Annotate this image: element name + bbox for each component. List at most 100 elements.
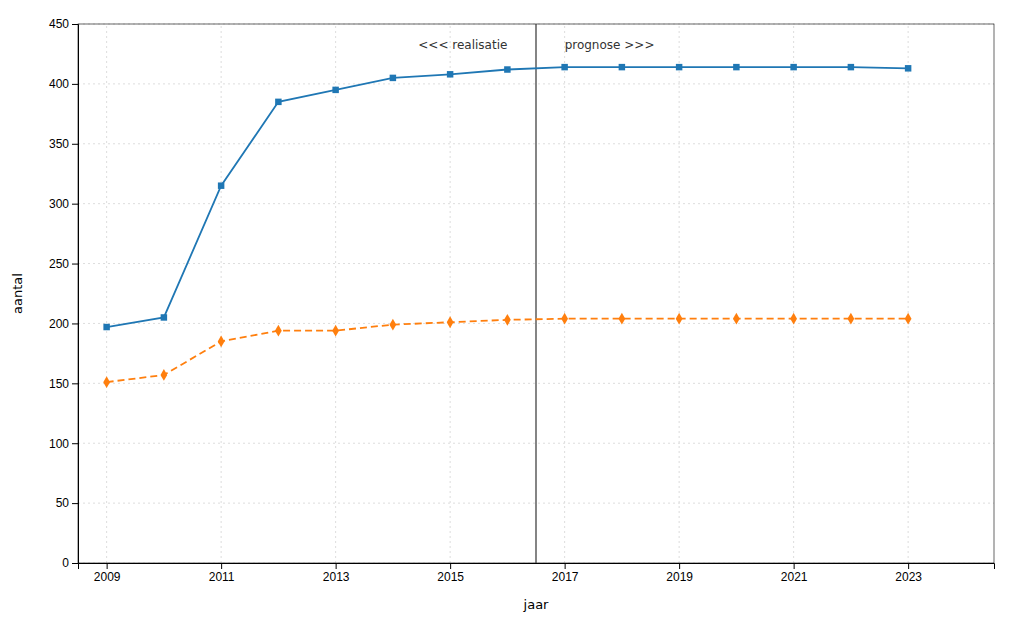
y-tick-label: 350: [49, 137, 69, 151]
annotations: <<< realisatie prognose >>>: [418, 38, 654, 52]
series-marker: [332, 325, 339, 337]
y-tick: 150: [49, 377, 78, 391]
series-marker: [504, 314, 511, 326]
chart: 2009 2011 2013 2015 2017 2019 2021 2023 0 50 100 15…: [0, 0, 1024, 625]
x-tick-mark: [679, 563, 680, 569]
x-tick-label: 2019: [666, 570, 693, 584]
x-tick-mark: [565, 563, 566, 569]
series-marker: [161, 314, 167, 320]
y-tick: 350: [49, 137, 78, 151]
y-tick-mark: [72, 503, 78, 504]
grid-line-x: [221, 24, 222, 563]
y-tick-label: 200: [49, 317, 69, 331]
x-tick-label: 2023: [895, 570, 922, 584]
series-marker: [160, 369, 167, 381]
annotation: prognose >>>: [565, 38, 655, 52]
grid-line-x: [450, 24, 451, 563]
series-marker: [618, 313, 625, 325]
y-tick-mark: [72, 323, 78, 324]
x-tick: 2013: [323, 563, 350, 584]
y-tick-mark: [72, 24, 78, 25]
y-tick-mark: [72, 443, 78, 444]
series-marker: [390, 75, 396, 81]
y-tick-mark: [72, 563, 78, 564]
y-tick-mark: [72, 204, 78, 205]
x-tick: 2015: [437, 563, 464, 584]
x-axis-title: jaar: [523, 597, 550, 612]
y-tick: 250: [49, 257, 78, 271]
x-axis: 2009 2011 2013 2015 2017 2019 2021 2023: [79, 563, 995, 584]
series-marker: [332, 87, 338, 93]
series-marker: [905, 65, 911, 71]
x-tick: 2009: [94, 563, 121, 584]
series-marker: [103, 324, 109, 330]
grid-line-x: [793, 24, 794, 563]
series-line: [107, 67, 909, 327]
y-tick-mark: [72, 84, 78, 85]
y-tick-label: 250: [49, 257, 69, 271]
x-tick-label: 2013: [323, 570, 350, 584]
y-tick: 50: [56, 496, 78, 510]
x-tick: 2023: [895, 563, 922, 584]
grid-line-x: [106, 24, 107, 563]
x-tick-label: 2011: [209, 570, 235, 584]
series-marker: [561, 64, 567, 70]
grid-line-x: [335, 24, 336, 563]
y-tick-label: 150: [49, 377, 69, 391]
series-marker: [218, 182, 224, 188]
y-axis: 0 50 100 150 200 250 300 350 400 450: [49, 17, 79, 570]
x-tick-label: 2017: [552, 570, 579, 584]
x-tick-mark: [336, 563, 337, 569]
grid-line-x: [564, 24, 565, 563]
x-tick-mark: [908, 563, 909, 569]
series-marker: [103, 376, 110, 388]
x-tick-mark: [221, 563, 222, 569]
x-tick-mark: [794, 563, 795, 569]
x-axis-line: [79, 564, 995, 570]
y-tick: 450: [49, 17, 78, 31]
x-tick: 2017: [552, 563, 579, 584]
series-marker: [905, 313, 912, 325]
y-tick-label: 100: [49, 437, 69, 451]
series-marker: [790, 64, 796, 70]
series-marker: [447, 316, 454, 328]
y-tick: 100: [49, 437, 78, 451]
y-tick-label: 450: [49, 17, 69, 31]
y-tick: 300: [49, 197, 78, 211]
x-tick-label: 2009: [94, 570, 121, 584]
x-tick-mark: [450, 563, 451, 569]
x-tick: 2021: [781, 563, 808, 584]
plot-area: [103, 24, 911, 563]
series-marker: [847, 313, 854, 325]
series-marker: [561, 313, 568, 325]
y-tick-mark: [72, 144, 78, 145]
series-marker: [676, 64, 682, 70]
series-marker: [275, 325, 282, 337]
series-marker: [848, 64, 854, 70]
divider-line: [535, 24, 536, 563]
x-tick-mark: [107, 563, 108, 569]
series-marker: [733, 64, 739, 70]
y-tick: 400: [49, 77, 78, 91]
grid-line-x: [908, 24, 909, 563]
series-marker: [389, 319, 396, 331]
y-tick-label: 300: [49, 197, 69, 211]
series-marker: [275, 99, 281, 105]
y-tick-mark: [72, 264, 78, 265]
series-marker: [676, 313, 683, 325]
series-marker: [504, 66, 510, 72]
y-tick-mark: [72, 383, 78, 384]
series-marker: [447, 71, 453, 77]
y-axis-line: [72, 25, 79, 564]
annotation: <<< realisatie: [418, 38, 507, 52]
series-marker: [733, 313, 740, 325]
x-tick: 2019: [666, 563, 693, 584]
x-tick: 2011: [209, 563, 235, 584]
y-tick: 0: [62, 556, 78, 570]
series-marker: [619, 64, 625, 70]
y-tick-label: 50: [56, 496, 70, 510]
series-marker: [790, 313, 797, 325]
y-axis-title: aantal: [10, 273, 25, 314]
y-tick-label: 0: [62, 556, 69, 570]
grid-line-x: [679, 24, 680, 563]
